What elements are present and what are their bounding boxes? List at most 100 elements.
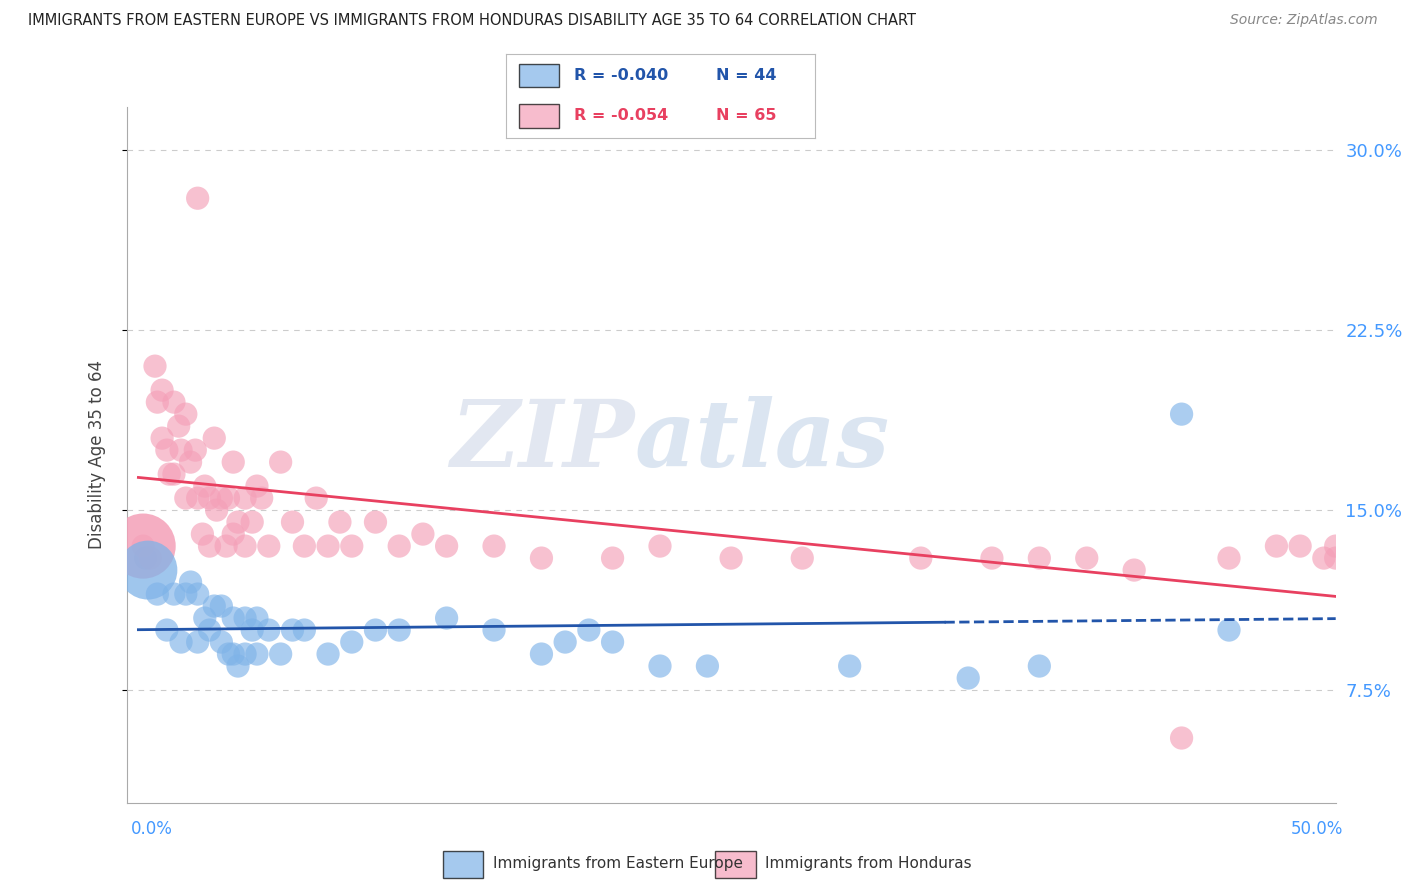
Text: Immigrants from Eastern Europe: Immigrants from Eastern Europe (492, 855, 742, 871)
Point (202, 599, 225, 613)
Point (222, 611, 245, 625)
Point (270, 647, 292, 661)
Point (792, 551, 814, 566)
FancyBboxPatch shape (519, 104, 558, 128)
Text: R = -0.040: R = -0.040 (574, 68, 668, 83)
Text: N = 65: N = 65 (717, 108, 778, 123)
Point (412, 527, 434, 541)
Point (388, 539, 411, 553)
Point (180, 575, 202, 590)
Point (910, 551, 932, 566)
Text: ZIP: ZIP (450, 396, 634, 486)
Point (134, 551, 156, 566)
Point (233, 491, 256, 505)
Point (482, 539, 505, 553)
Point (1076, 551, 1098, 566)
Point (281, 623, 304, 637)
Point (257, 539, 280, 553)
Point (1265, 539, 1288, 553)
Point (1170, 731, 1192, 745)
Point (139, 551, 162, 566)
Point (218, 491, 240, 505)
Point (1324, 551, 1347, 566)
Text: Immigrants from Honduras: Immigrants from Honduras (765, 855, 972, 871)
Point (602, 635, 624, 649)
Point (316, 647, 339, 661)
Text: R = -0.054: R = -0.054 (574, 108, 668, 123)
Point (720, 551, 742, 566)
Point (132, 539, 155, 553)
Point (436, 539, 458, 553)
Point (157, 467, 180, 482)
Point (340, 539, 363, 553)
Point (388, 623, 411, 637)
Point (602, 551, 624, 566)
FancyBboxPatch shape (519, 63, 558, 87)
Point (174, 491, 197, 505)
Point (146, 587, 169, 601)
Point (187, 191, 209, 205)
Point (340, 635, 363, 649)
Text: Source: ZipAtlas.com: Source: ZipAtlas.com (1230, 13, 1378, 28)
Point (270, 455, 292, 469)
Point (233, 647, 256, 661)
Text: 0.0%: 0.0% (131, 820, 173, 838)
Point (482, 623, 505, 637)
Point (209, 491, 232, 505)
Point (436, 611, 458, 625)
Point (156, 623, 179, 637)
Point (180, 455, 202, 469)
Point (364, 623, 387, 637)
FancyBboxPatch shape (443, 851, 484, 878)
Point (1289, 539, 1312, 553)
Point (554, 635, 576, 649)
Point (530, 551, 553, 566)
Point (191, 527, 214, 541)
Point (233, 611, 256, 625)
Point (132, 539, 155, 553)
Point (281, 515, 304, 529)
Point (150, 431, 173, 445)
Point (1170, 407, 1192, 421)
Point (205, 503, 228, 517)
Point (202, 431, 225, 445)
Point (198, 539, 221, 553)
Point (578, 623, 600, 637)
Point (187, 635, 209, 649)
FancyBboxPatch shape (716, 851, 755, 878)
Point (257, 623, 280, 637)
Point (209, 635, 232, 649)
Point (240, 623, 263, 637)
Y-axis label: Disability Age 35 to 64: Disability Age 35 to 64 (87, 360, 105, 549)
Text: N = 44: N = 44 (717, 68, 778, 83)
Point (305, 491, 328, 505)
Point (240, 515, 263, 529)
Point (174, 587, 197, 601)
Point (1028, 551, 1050, 566)
Point (246, 479, 269, 493)
Point (194, 479, 217, 493)
Point (1324, 539, 1347, 553)
Point (167, 419, 190, 434)
Point (250, 491, 273, 505)
Point (226, 515, 249, 529)
Point (156, 443, 179, 458)
Point (1123, 563, 1146, 577)
Point (364, 515, 387, 529)
Point (170, 443, 193, 458)
Point (187, 587, 209, 601)
Point (1218, 623, 1240, 637)
Point (648, 659, 671, 673)
Point (316, 539, 339, 553)
Point (136, 563, 159, 577)
Point (530, 647, 553, 661)
Point (187, 491, 209, 505)
Point (150, 383, 173, 397)
Point (163, 467, 186, 482)
Point (648, 539, 671, 553)
Point (838, 659, 860, 673)
Text: 50.0%: 50.0% (1291, 820, 1343, 838)
Point (215, 539, 238, 553)
Point (184, 443, 207, 458)
Point (226, 659, 249, 673)
